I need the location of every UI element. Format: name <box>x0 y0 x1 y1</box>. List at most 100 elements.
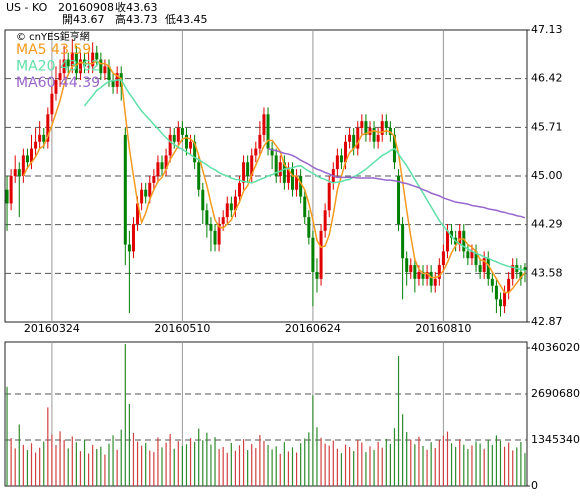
volume-bar <box>426 449 428 486</box>
candle-body <box>307 217 311 238</box>
candle-body <box>486 258 490 279</box>
volume-bar <box>316 427 318 486</box>
legend-entry: MA60 44.39 <box>16 75 100 91</box>
y-tick-label: 43.58 <box>531 266 563 279</box>
volume-bar <box>88 453 90 486</box>
y-tick-label: 47.13 <box>531 23 563 36</box>
volume-bar <box>194 441 196 486</box>
volume-bar <box>83 439 86 486</box>
candle-body <box>180 128 184 135</box>
candle-body <box>425 271 429 279</box>
candle-body <box>441 251 445 266</box>
volume-bar <box>198 428 200 486</box>
volume-bar <box>92 444 94 486</box>
candle-body <box>152 176 156 183</box>
ma-line <box>83 79 526 272</box>
volume-bar <box>467 449 469 486</box>
volume-bar <box>108 443 110 486</box>
volume-bar <box>153 452 155 486</box>
candle-body <box>327 182 331 211</box>
x-tick-label: 20160624 <box>285 322 341 335</box>
volume-bar <box>459 439 461 486</box>
volume-bar <box>39 447 41 486</box>
volume-bar <box>6 386 8 486</box>
quote-high: 高43.73 <box>115 12 158 26</box>
volume-bar <box>177 441 179 486</box>
candle-body <box>462 230 466 252</box>
volume-bar <box>381 447 383 486</box>
candle-body <box>87 66 91 68</box>
candle-body <box>58 73 62 81</box>
candle-body <box>450 230 454 238</box>
volume-bar <box>34 452 37 486</box>
candle-body <box>266 114 270 149</box>
volume-bar <box>475 441 477 486</box>
volume-bar <box>145 442 147 486</box>
volume-bar <box>251 443 253 486</box>
volume-bar <box>373 450 375 486</box>
volume-bar <box>157 437 159 486</box>
volume-bar <box>96 449 98 486</box>
candle-body <box>123 134 127 245</box>
quote-low: 低43.45 <box>165 13 208 26</box>
candle-body <box>352 134 356 149</box>
candle-body <box>107 66 111 81</box>
y-tick-label: 42.87 <box>531 315 563 328</box>
ma-line <box>22 59 526 294</box>
candle-body <box>46 114 50 142</box>
volume-bar <box>324 443 326 486</box>
y-tick-label: 46.42 <box>531 72 563 85</box>
candle-body <box>209 223 213 231</box>
volume-bar <box>422 445 424 486</box>
volume-bar <box>255 448 257 486</box>
candle-body <box>445 230 449 252</box>
volume-bar <box>47 407 49 486</box>
volume-bar <box>55 444 57 486</box>
candle-body <box>356 128 360 149</box>
candle-body <box>299 176 303 197</box>
candle-body <box>140 189 144 204</box>
volume-bar <box>438 440 440 486</box>
volume-bar <box>503 446 506 486</box>
candle-body <box>295 176 299 190</box>
candle-body <box>201 189 205 211</box>
volume-frame <box>4 341 528 487</box>
volume-bar <box>483 448 485 486</box>
candle-body <box>303 196 307 218</box>
volume-bar <box>263 440 265 486</box>
y-tick-label: 44.29 <box>531 218 563 231</box>
candle-body <box>184 134 188 149</box>
candle-body <box>401 223 405 259</box>
volume-bar <box>450 443 453 486</box>
candle-body <box>335 155 339 170</box>
volume-bar <box>14 448 16 486</box>
candle-body <box>95 52 99 60</box>
volume-bar <box>51 434 53 486</box>
candle-body <box>437 265 441 279</box>
legend-value: 43.59 <box>51 42 91 58</box>
candle-body <box>466 251 470 259</box>
y-tick-label: 26906800 <box>531 387 580 400</box>
candle-body <box>250 155 254 176</box>
volume-bar <box>189 438 192 486</box>
volume-bar <box>173 448 175 486</box>
volume-bar <box>357 439 359 486</box>
volume-bar <box>30 443 33 486</box>
volume-bar <box>340 453 343 486</box>
volume-bar <box>312 395 314 486</box>
candle-body <box>319 230 323 279</box>
volume-bar <box>10 438 12 486</box>
volume-bar <box>369 446 371 486</box>
candle-body <box>405 258 409 272</box>
candle-body <box>78 59 82 74</box>
candle-body <box>50 93 54 115</box>
volume-bar <box>365 452 367 486</box>
volume-bar <box>463 444 465 486</box>
quote-open: 開43.67 <box>62 13 105 26</box>
volume-bar <box>402 414 404 486</box>
volume-bar <box>22 444 24 486</box>
volume-bar <box>18 424 20 486</box>
candle-body <box>384 121 388 129</box>
candle-body <box>30 148 34 163</box>
